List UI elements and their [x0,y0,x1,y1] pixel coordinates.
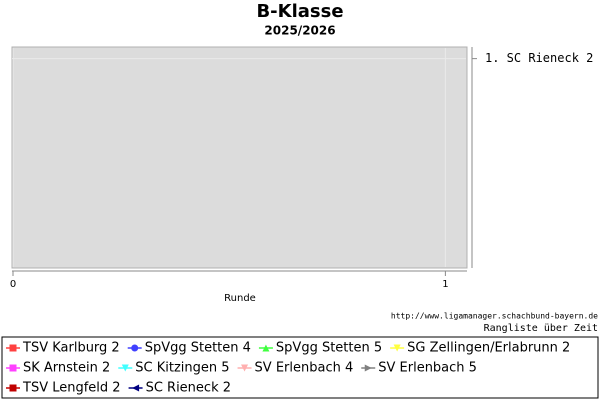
legend-label: SC Kitzingen 5 [135,361,229,376]
x-axis-label: Runde [224,293,256,304]
legend-label: SV Erlenbach 5 [378,361,477,376]
legend-marker [241,364,249,372]
legend-label: TSV Lengfeld 2 [22,381,121,396]
y-tick-label: 1. SC Rieneck 2 [485,51,593,65]
legend-label: SG Zellingen/Erlabrunn 2 [407,341,570,356]
source: http://www.ligamanager.schachbund-bayern… [391,312,598,321]
x-tick-label: 1 [442,279,448,290]
chart-title: B-Klasse [256,1,343,22]
legend-marker [364,364,372,372]
legend-marker [121,364,129,372]
legend-marker [9,364,17,372]
legend-marker [9,344,17,352]
legend-marker [262,344,270,352]
legend-label: TSV Karlburg 2 [22,341,120,356]
legend-marker [131,344,139,352]
plot-area [11,46,468,269]
legend-label: SV Erlenbach 4 [255,361,354,376]
caption: Rangliste über Zeit [484,323,598,334]
legend-label: SK Arnstein 2 [23,361,110,376]
legend-marker [393,344,401,352]
legend-label: SpVgg Stetten 5 [276,341,382,356]
legend-marker [9,384,17,392]
legend-marker [132,384,140,392]
legend-label: SC Rieneck 2 [146,381,231,396]
x-tick-label: 0 [10,279,16,290]
chart-subtitle: 2025/2026 [264,24,335,38]
legend-label: SpVgg Stetten 4 [145,341,251,356]
legend [1,336,599,399]
